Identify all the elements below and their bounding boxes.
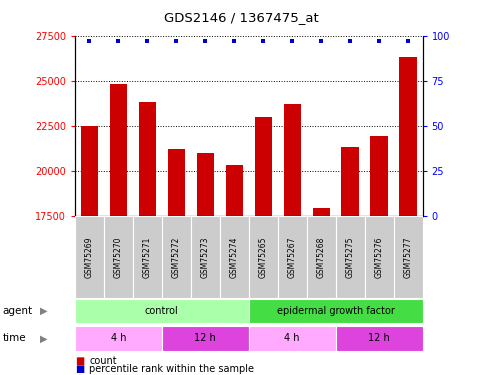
Bar bbox=[81, 126, 98, 216]
Bar bbox=[197, 153, 214, 216]
Bar bbox=[249, 299, 423, 323]
Bar bbox=[139, 102, 156, 216]
Text: control: control bbox=[145, 306, 179, 316]
Bar bbox=[191, 216, 220, 298]
Bar bbox=[255, 117, 272, 216]
Bar bbox=[75, 326, 162, 351]
Text: GSM75276: GSM75276 bbox=[375, 236, 384, 278]
Text: GSM75270: GSM75270 bbox=[114, 236, 123, 278]
Bar bbox=[162, 216, 191, 298]
Bar bbox=[104, 216, 133, 298]
Bar bbox=[399, 57, 417, 216]
Text: GSM75268: GSM75268 bbox=[317, 236, 326, 278]
Bar bbox=[75, 299, 249, 323]
Bar bbox=[249, 216, 278, 298]
Bar bbox=[249, 326, 336, 351]
Text: percentile rank within the sample: percentile rank within the sample bbox=[89, 364, 255, 374]
Text: 12 h: 12 h bbox=[194, 333, 216, 344]
Bar bbox=[370, 136, 388, 216]
Text: GSM75265: GSM75265 bbox=[259, 236, 268, 278]
Text: GSM75271: GSM75271 bbox=[143, 236, 152, 278]
Text: agent: agent bbox=[2, 306, 32, 316]
Text: ■: ■ bbox=[75, 364, 84, 374]
Text: time: time bbox=[2, 333, 26, 344]
Bar bbox=[110, 84, 127, 216]
Text: GSM75273: GSM75273 bbox=[201, 236, 210, 278]
Bar bbox=[168, 149, 185, 216]
Bar bbox=[341, 147, 359, 216]
Text: 4 h: 4 h bbox=[284, 333, 300, 344]
Bar bbox=[365, 216, 394, 298]
Text: GSM75272: GSM75272 bbox=[172, 236, 181, 278]
Text: ▶: ▶ bbox=[40, 333, 47, 344]
Bar bbox=[284, 104, 301, 216]
Bar bbox=[226, 165, 243, 216]
Bar bbox=[75, 216, 104, 298]
Bar bbox=[133, 216, 162, 298]
Text: GSM75274: GSM75274 bbox=[230, 236, 239, 278]
Text: GSM75277: GSM75277 bbox=[404, 236, 412, 278]
Text: ▶: ▶ bbox=[40, 306, 47, 316]
Text: GSM75269: GSM75269 bbox=[85, 236, 94, 278]
Bar bbox=[336, 216, 365, 298]
Bar bbox=[278, 216, 307, 298]
Text: GSM75267: GSM75267 bbox=[288, 236, 297, 278]
Bar bbox=[313, 209, 330, 216]
Text: 12 h: 12 h bbox=[368, 333, 390, 344]
Bar bbox=[220, 216, 249, 298]
Text: GDS2146 / 1367475_at: GDS2146 / 1367475_at bbox=[164, 11, 319, 24]
Bar bbox=[162, 326, 249, 351]
Text: epidermal growth factor: epidermal growth factor bbox=[277, 306, 395, 316]
Bar bbox=[336, 326, 423, 351]
Bar bbox=[394, 216, 423, 298]
Text: count: count bbox=[89, 356, 117, 366]
Text: GSM75275: GSM75275 bbox=[346, 236, 355, 278]
Text: ■: ■ bbox=[75, 356, 84, 366]
Text: 4 h: 4 h bbox=[111, 333, 126, 344]
Bar bbox=[307, 216, 336, 298]
